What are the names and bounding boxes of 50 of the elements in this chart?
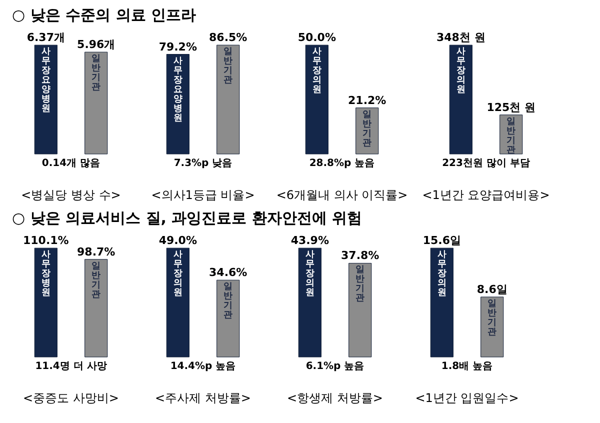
text: <주사제 처방률> bbox=[155, 391, 251, 405]
text: <항생제 처방률> bbox=[287, 391, 383, 405]
x-tick-label: 사무장병원 bbox=[41, 250, 50, 298]
data-label: 98.7% bbox=[77, 245, 116, 258]
data-label: 125천 원 bbox=[486, 100, 536, 114]
x-tick-label: 일반기관 bbox=[362, 110, 372, 148]
x-tick-label: 사무장요양병원 bbox=[173, 56, 182, 124]
data-label: 6.37개 bbox=[26, 31, 65, 44]
x-tick-label: 일반기관 bbox=[224, 282, 233, 321]
text: <중증도 사망비> bbox=[23, 391, 119, 405]
text: 7.3%p 낮음 bbox=[174, 158, 232, 169]
text: 28.8%p 높음 bbox=[309, 158, 375, 169]
data-label: 21.2% bbox=[348, 94, 386, 107]
data-label: 110.1% bbox=[22, 234, 69, 248]
x-tick-label: 사무장의원 bbox=[437, 250, 446, 298]
data-label: 49.0% bbox=[158, 234, 197, 248]
text: 14.4%p 높음 bbox=[170, 361, 236, 372]
text: <의사1등급 비율> bbox=[151, 188, 255, 202]
x-tick-label: 사무장의원 bbox=[312, 47, 322, 96]
data-label: 37.8% bbox=[341, 249, 380, 262]
text: <6개월내 의사 이직률> bbox=[276, 188, 408, 202]
x-tick-label: 일반기관 bbox=[92, 261, 101, 300]
text: 223천원 많이 부담 bbox=[442, 158, 530, 169]
data-label: 50.0% bbox=[298, 31, 336, 44]
text: 0.14개 많음 bbox=[42, 158, 100, 169]
data-label: 79.2% bbox=[158, 40, 197, 54]
data-label: 86.5% bbox=[209, 31, 248, 44]
text: ○ 낮은 의료서비스 질, 과잉진료로 환자안전에 위험 bbox=[12, 209, 362, 227]
x-tick-label: 사무장의원 bbox=[456, 47, 466, 96]
text: ○ 낮은 수준의 의료 인프라 bbox=[12, 6, 196, 24]
x-tick-label: 일반기관 bbox=[356, 265, 365, 304]
x-tick-label: 일반기관 bbox=[488, 298, 497, 338]
x-tick-label: 일반기관 bbox=[224, 47, 233, 86]
x-tick-label: 사무장요양병원 bbox=[41, 47, 50, 114]
data-label: 8.6일 bbox=[476, 282, 508, 296]
data-label: 5.96개 bbox=[77, 38, 116, 52]
x-tick-label: 사무장의원 bbox=[173, 250, 182, 298]
data-label: 15.6일 bbox=[422, 234, 461, 248]
text: 1.8배 높음 bbox=[441, 361, 493, 372]
x-tick-label: 사무장의원 bbox=[305, 250, 314, 298]
data-label: 348천 원 bbox=[436, 31, 486, 44]
text: <병실당 병상 수> bbox=[21, 188, 121, 202]
text: <1년간 입원일수> bbox=[415, 391, 519, 405]
data-label: 34.6% bbox=[209, 266, 248, 280]
text: 6.1%p 높음 bbox=[306, 361, 364, 372]
text: 11.4명 더 사망 bbox=[35, 361, 107, 372]
text: <1년간 요양급여비용> bbox=[422, 188, 550, 202]
x-tick-label: 일반기관 bbox=[506, 116, 516, 156]
data-label: 43.9% bbox=[290, 234, 329, 248]
x-tick-label: 일반기관 bbox=[92, 54, 101, 93]
